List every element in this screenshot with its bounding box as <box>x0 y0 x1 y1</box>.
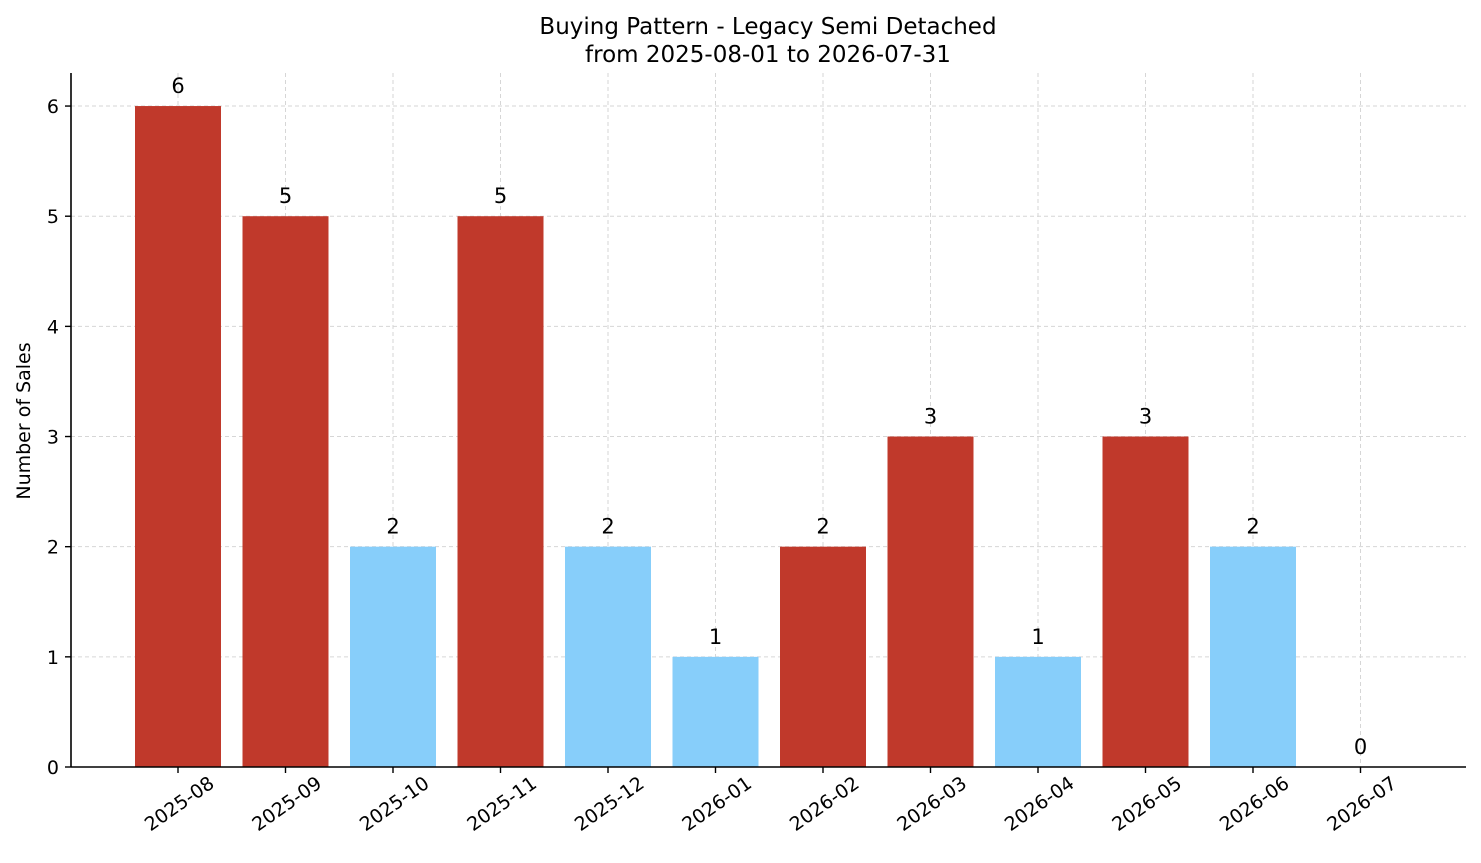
y-axis-label: Number of Sales <box>13 342 35 499</box>
data-label-2026-01: 1 <box>709 625 722 649</box>
x-tick-label: 2025-11 <box>463 772 541 836</box>
x-tick-label: 2025-10 <box>356 772 434 836</box>
chart-title: Buying Pattern - Legacy Semi Detached <box>539 14 996 40</box>
x-tick-label: 2026-02 <box>786 772 864 836</box>
bar-2026-06 <box>1210 546 1296 767</box>
bar-2025-11 <box>457 216 544 767</box>
bar-2025-10 <box>350 546 436 767</box>
data-label-2025-10: 2 <box>386 515 399 539</box>
bar-2026-03 <box>887 436 974 767</box>
y-tick-label: 2 <box>47 537 59 559</box>
data-label-2025-11: 5 <box>494 184 507 208</box>
data-labels-layer: 6 5 2 5 2 1 2 3 1 3 2 0 <box>171 74 1367 759</box>
x-tick-label: 2026-07 <box>1323 772 1401 836</box>
x-tick-label: 2026-03 <box>893 772 971 836</box>
x-tick-label: 2025-12 <box>571 772 649 836</box>
y-tick-label: 5 <box>47 206 59 228</box>
bar-2025-09 <box>242 216 329 767</box>
y-tick-label: 0 <box>47 757 59 779</box>
data-label-2025-12: 2 <box>601 515 614 539</box>
data-label-2026-07: 0 <box>1354 735 1367 759</box>
x-tick-label: 2025-08 <box>141 772 219 836</box>
x-tick-label: 2026-01 <box>678 772 756 836</box>
bars-layer <box>135 106 1296 768</box>
bar-2026-01 <box>672 656 759 767</box>
y-tick-label: 3 <box>47 427 59 449</box>
bar-2026-05 <box>1102 436 1189 767</box>
chart-subtitle: from 2025-08-01 to 2026-07-31 <box>585 42 951 68</box>
data-label-2026-06: 2 <box>1246 515 1259 539</box>
data-label-2026-04: 1 <box>1031 625 1044 649</box>
bar-2025-08 <box>135 106 221 768</box>
data-label-2025-08: 6 <box>171 74 184 98</box>
x-tick-label: 2025-09 <box>248 772 326 836</box>
y-tick-label: 4 <box>47 316 59 338</box>
x-tick-label: 2026-06 <box>1216 772 1294 836</box>
data-label-2026-05: 3 <box>1139 405 1152 429</box>
data-label-2026-02: 2 <box>816 515 829 539</box>
x-tick-label: 2026-05 <box>1108 772 1186 836</box>
data-label-2025-09: 5 <box>279 184 292 208</box>
y-tick-label: 1 <box>47 647 59 669</box>
data-label-2026-03: 3 <box>924 405 937 429</box>
bar-2026-02 <box>780 546 866 767</box>
bar-2026-04 <box>995 656 1081 767</box>
y-tick-label: 6 <box>47 96 59 118</box>
axes-layer <box>70 73 1466 768</box>
x-tick-label: 2026-04 <box>1001 772 1079 836</box>
bar-2025-12 <box>565 546 651 767</box>
